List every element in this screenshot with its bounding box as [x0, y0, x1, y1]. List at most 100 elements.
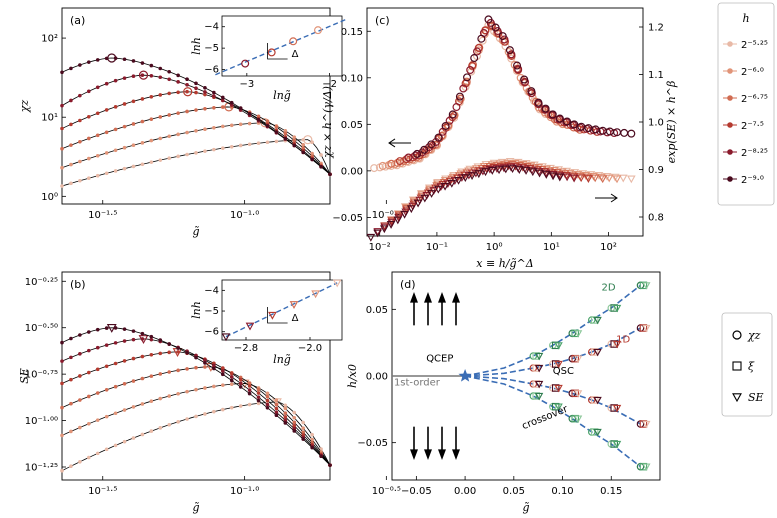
phase-marker [535, 392, 544, 401]
data-point [194, 414, 198, 419]
data-point [221, 146, 225, 150]
phase-marker [642, 420, 651, 429]
y-tick-label: −0.05 [357, 438, 388, 449]
phase-marker [593, 396, 602, 405]
phase-marker [642, 463, 651, 471]
data-point [283, 415, 288, 419]
x-tick-label: 10² [600, 242, 617, 253]
data-point [247, 142, 252, 147]
phase-marker [574, 330, 583, 338]
legend-marker [732, 361, 742, 371]
x-axis-label: g̃ [192, 225, 199, 238]
data-point [203, 106, 207, 111]
data-point [203, 386, 207, 390]
data-point [69, 429, 73, 434]
inset-point [241, 59, 250, 68]
data-point [283, 403, 288, 408]
phase-marker [612, 440, 622, 449]
x-axis-label: g̃ [192, 501, 199, 514]
data-point [265, 119, 270, 124]
phase-marker [535, 364, 544, 373]
data-point [69, 98, 73, 103]
data-point [104, 387, 109, 392]
x-tick-label: 10⁻⁰·⁵ [372, 486, 401, 497]
x-tick-label: 10¹ [543, 242, 560, 253]
phase-marker [610, 404, 618, 412]
data-point [229, 371, 234, 376]
data-point [247, 121, 252, 126]
se-marker [373, 228, 383, 236]
data-point [78, 118, 82, 123]
data-point [140, 402, 145, 406]
se-marker [455, 172, 464, 181]
phase-marker [571, 329, 579, 338]
data-point [87, 330, 91, 334]
data-point [310, 151, 314, 156]
right-arrow-head [610, 193, 618, 203]
se-marker [521, 167, 531, 175]
data-point [131, 356, 136, 361]
data-point [203, 361, 207, 365]
inset-y-label: lnh [190, 301, 203, 319]
chi-marker [570, 120, 579, 129]
data-point [69, 336, 73, 341]
data-point [203, 92, 207, 97]
data-point [78, 333, 82, 337]
data-point [167, 69, 171, 74]
se-marker [373, 229, 382, 238]
legend-label: 2⁻⁹·⁰ [741, 175, 764, 186]
data-point [122, 439, 127, 444]
peak-marker [106, 323, 117, 333]
data-point [212, 147, 216, 152]
y-tick-label-left: 0.10 [341, 73, 363, 84]
legend-dot [727, 176, 733, 182]
chi-marker [459, 84, 468, 93]
data-point [158, 158, 163, 162]
peak-marker [138, 70, 149, 80]
data-point [292, 423, 297, 428]
data-point [203, 149, 207, 153]
data-point [113, 384, 118, 389]
data-point [283, 418, 288, 423]
data-point [149, 429, 154, 433]
data-point [78, 93, 82, 98]
data-point [212, 366, 216, 371]
data-point [131, 99, 136, 104]
data-point [301, 420, 306, 425]
x-tick-label: −0.05 [401, 486, 432, 497]
data-point [221, 124, 225, 129]
data-point [194, 365, 198, 370]
panel-b: (b) 10⁻¹·⁵ 10⁻¹·⁰ 10⁻⁰·⁵ 10⁻⁰·²⁵ 10⁻⁰·⁵⁰ 10⁻⁰·… [18, 271, 401, 514]
data-point [113, 127, 118, 132]
x-tick-label: 10⁻¹·⁵ [88, 210, 117, 221]
se-marker [604, 174, 614, 183]
crossover-label: crossover [521, 404, 571, 433]
inset-y-tick-label: −6 [204, 65, 219, 76]
data-point [60, 433, 64, 438]
down-arrow-head [438, 449, 446, 460]
data-point [283, 406, 288, 411]
chi-marker [548, 110, 557, 119]
phase-marker [554, 403, 563, 411]
phase-marker [612, 304, 622, 313]
chi-marker [466, 65, 475, 74]
data-point [203, 85, 207, 90]
phase-marker [590, 348, 599, 356]
left-arrow-head [388, 138, 396, 148]
data-point [87, 421, 91, 426]
se-marker [413, 199, 423, 208]
phase-marker [551, 384, 560, 392]
data-point [122, 57, 127, 62]
x-tick-label: 0.05 [503, 486, 525, 497]
data-point [203, 90, 207, 94]
se-marker [487, 167, 497, 175]
data-point [247, 402, 252, 407]
y-tick-label: 0.05 [366, 305, 388, 316]
data-point [149, 352, 154, 357]
phase-marker [554, 342, 563, 350]
data-point [301, 146, 306, 150]
data-point [256, 391, 261, 395]
y-tick-label: 10² [41, 34, 58, 45]
data-point [328, 463, 332, 467]
se-marker [542, 165, 552, 174]
